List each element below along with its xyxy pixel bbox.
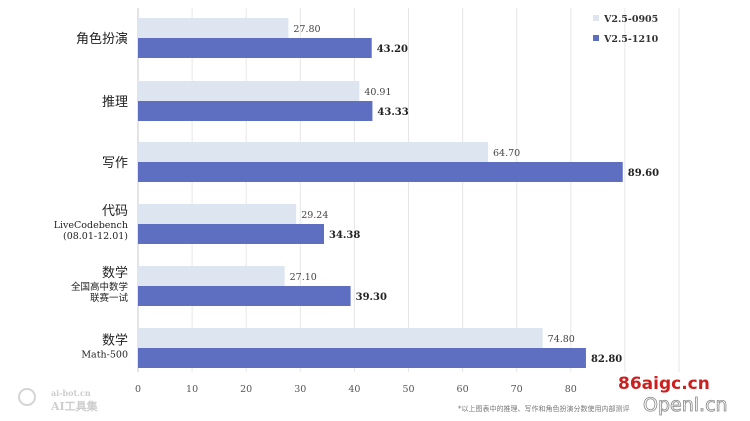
watermark-left-top: ai-bot.cn	[51, 388, 91, 398]
value-label-v2-5-1210: 43.20	[377, 44, 408, 55]
x-tick-label: 60	[457, 384, 469, 395]
value-label-v2-5-1210: 39.30	[356, 292, 387, 303]
watermark-left: ai-bot.cn AI工具集	[18, 388, 99, 413]
value-label-v2-5-1210: 34.38	[329, 230, 360, 241]
category-label: 写作	[102, 156, 128, 171]
x-tick-label: 70	[511, 384, 523, 395]
category-label: 数学	[102, 333, 128, 349]
x-tick-label: 20	[240, 384, 252, 395]
bar-v2-5-0905	[138, 328, 543, 348]
bar-v2-5-1210	[138, 101, 373, 121]
x-tick-label: 30	[294, 384, 306, 395]
x-tick-label: 50	[402, 384, 414, 395]
legend-label-old: V2.5-0905	[603, 14, 658, 25]
category-label: 代码	[102, 204, 128, 219]
bar-v2-5-0905	[138, 204, 297, 224]
legend-label-new: V2.5-1210	[603, 34, 659, 45]
category-labels: 角色扮演推理写作代码LiveCodebench(08.01-12.01)数学全国…	[54, 31, 129, 361]
value-label-v2-5-0905: 40.91	[364, 87, 391, 98]
bar-v2-5-1210	[138, 224, 324, 244]
bar-v2-5-1210	[138, 348, 586, 368]
x-tick-label: 80	[565, 384, 577, 395]
category-sublabel: 全国高中数学	[71, 281, 128, 293]
bars: 27.80 43.20 40.91 43.33 64.70 89.60 29.2434.38…	[138, 18, 659, 368]
grid-lines	[137, 8, 680, 372]
category-sublabel: LiveCodebench	[54, 220, 128, 231]
bar-v2-5-0905	[138, 18, 289, 38]
watermark-right-top: 86aigc.cn	[618, 374, 710, 394]
category-label: 角色扮演	[76, 31, 128, 47]
legend-swatch-old	[593, 15, 599, 21]
watermark-left-bottom: AI工具集	[50, 399, 99, 413]
bar-v2-5-1210	[138, 286, 351, 306]
category-sublabel: 联赛一试	[90, 292, 129, 304]
value-label-v2-5-0905: 74.80	[548, 334, 575, 345]
value-label-v2-5-0905: 27.80	[293, 24, 320, 35]
value-label-v2-5-1210: 89.60	[628, 168, 659, 179]
category-label: 数学	[102, 265, 128, 281]
value-label-v2-5-1210: 82.80	[591, 354, 622, 365]
value-label-v2-5-0905: 27.10	[290, 272, 317, 283]
bar-v2-5-0905	[138, 142, 489, 162]
x-tick-label: 0	[135, 384, 141, 395]
category-label: 推理	[102, 95, 128, 110]
value-label-v2-5-0905: 64.70	[493, 148, 520, 159]
legend: V2.5-0905 V2.5-1210	[593, 14, 659, 45]
value-label-v2-5-0905: 29.24	[301, 210, 328, 221]
bar-v2-5-0905	[138, 266, 285, 286]
watermark-logo-icon	[18, 388, 36, 406]
legend-swatch-new	[593, 35, 599, 41]
x-axis-ticks: 0 10 20 30 40 50 60 70 80	[135, 384, 577, 395]
x-tick-label: 40	[348, 384, 360, 395]
x-tick-label: 10	[186, 384, 198, 395]
value-label-v2-5-1210: 43.33	[377, 107, 408, 118]
bar-v2-5-1210	[138, 38, 372, 58]
watermark-right-bottom: Openl.cn	[643, 394, 728, 416]
category-sublabel: (08.01-12.01)	[63, 231, 128, 242]
category-sublabel: Math-500	[81, 350, 128, 361]
bar-v2-5-0905	[138, 81, 360, 101]
footnote: *以上图表中的推理、写作和角色扮演分数使用内部测评	[458, 404, 630, 413]
bar-v2-5-1210	[138, 162, 623, 182]
